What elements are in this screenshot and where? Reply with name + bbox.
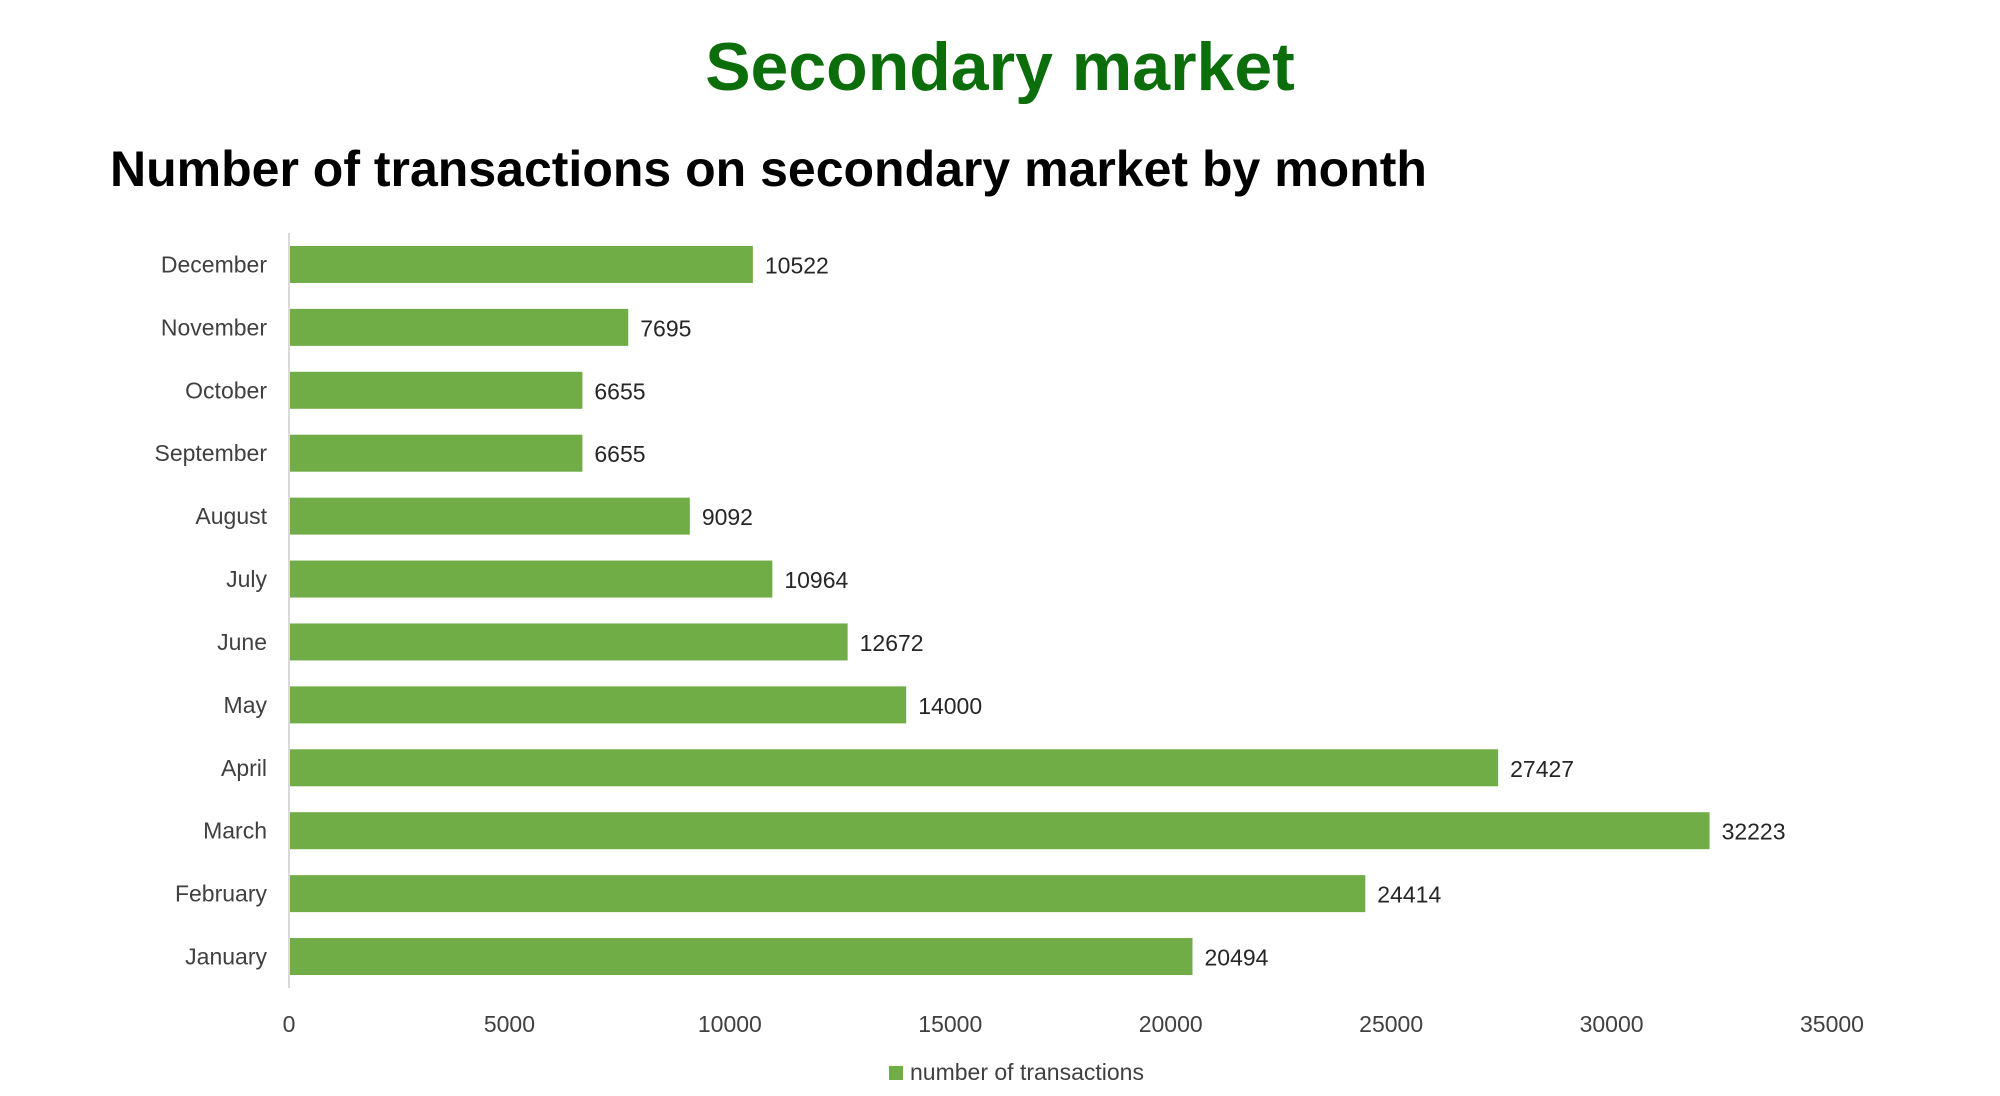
category-label-june: June (217, 629, 267, 655)
category-label-april: April (221, 755, 267, 781)
category-label-march: March (203, 818, 267, 844)
data-label-october: 6655 (594, 378, 645, 404)
bar-january (289, 938, 1193, 976)
x-tick-label-30000: 30000 (1580, 1011, 1644, 1037)
chart-title: Number of transactions on secondary mark… (110, 141, 1427, 197)
bar-march (289, 812, 1710, 850)
bar-september (289, 434, 583, 472)
data-label-june: 12672 (860, 630, 924, 656)
bar-december (289, 245, 753, 283)
category-label-february: February (175, 881, 268, 907)
category-label-september: September (154, 440, 267, 466)
category-label-august: August (195, 503, 267, 529)
category-label-october: October (185, 377, 267, 403)
x-tick-label-15000: 15000 (918, 1011, 982, 1037)
data-label-july: 10964 (784, 567, 848, 593)
bar-october (289, 371, 583, 409)
data-label-march: 32223 (1722, 819, 1786, 845)
bar-july (289, 560, 773, 598)
x-tick-label-0: 0 (283, 1011, 296, 1037)
x-tick-label-20000: 20000 (1139, 1011, 1203, 1037)
x-axis-tick-labels: 0 5000 10000 15000 20000 25000 30000 35000 (283, 1011, 1864, 1037)
data-label-january: 20494 (1204, 945, 1268, 971)
data-label-may: 14000 (918, 693, 982, 719)
bar-may (289, 686, 907, 724)
category-label-january: January (185, 944, 267, 970)
x-tick-label-5000: 5000 (484, 1011, 535, 1037)
bar-february (289, 875, 1366, 913)
x-tick-label-10000: 10000 (698, 1011, 762, 1037)
data-label-november: 7695 (640, 315, 691, 341)
bar-august (289, 497, 690, 535)
category-label-november: November (161, 314, 267, 340)
data-labels: 20494 24414 32223 27427 14000 12672 10964 9092 6… (594, 252, 1785, 970)
bars-layer (289, 245, 1710, 976)
data-label-december: 10522 (765, 252, 829, 278)
data-label-august: 9092 (702, 504, 753, 530)
data-label-april: 27427 (1510, 756, 1574, 782)
legend-swatch (889, 1066, 903, 1080)
bar-november (289, 308, 629, 346)
bar-april (289, 749, 1499, 787)
legend: number of transactions (889, 1059, 1144, 1085)
bar-june (289, 623, 848, 661)
data-label-february: 24414 (1377, 882, 1441, 908)
x-tick-label-25000: 25000 (1359, 1011, 1423, 1037)
data-label-september: 6655 (594, 441, 645, 467)
category-label-may: May (224, 692, 268, 718)
category-label-july: July (226, 566, 267, 592)
category-label-december: December (161, 251, 267, 277)
legend-label: number of transactions (910, 1059, 1144, 1085)
category-labels: January February March April May June July Augu… (154, 251, 267, 969)
x-tick-label-35000: 35000 (1800, 1011, 1864, 1037)
slide-title: Secondary market (705, 29, 1295, 105)
